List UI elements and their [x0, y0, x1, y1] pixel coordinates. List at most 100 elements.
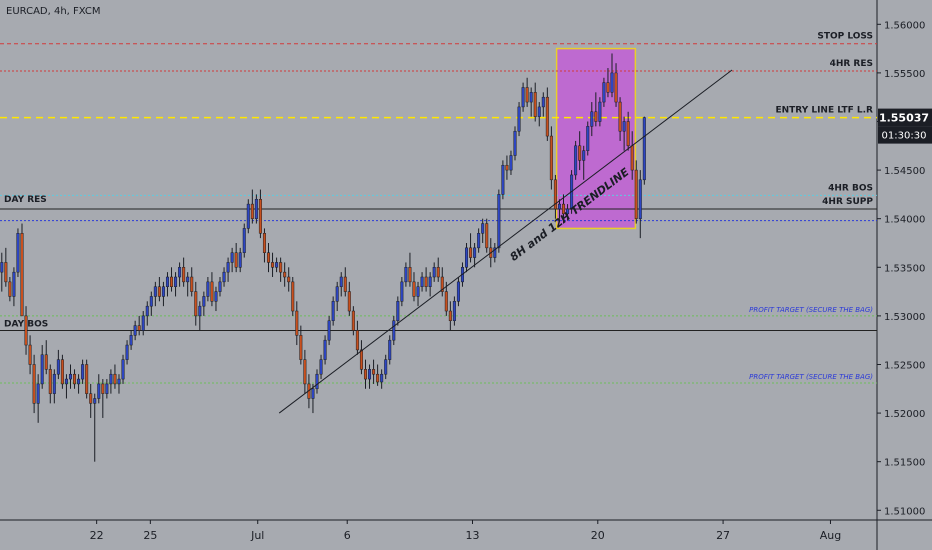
candle-body	[594, 111, 598, 122]
candle-body	[331, 301, 335, 321]
y-tick-label: 1.53500	[884, 263, 925, 274]
y-tick-label: 1.51000	[884, 506, 925, 517]
candle-body	[299, 335, 303, 360]
candle-body	[529, 92, 533, 103]
level-label: 4HR SUPP	[822, 197, 873, 207]
candle-body	[198, 305, 202, 317]
candle-body	[12, 271, 16, 297]
x-tick-label: 6	[344, 529, 351, 542]
candle-body	[275, 262, 279, 268]
candle-body	[105, 383, 109, 394]
candle-body	[469, 247, 473, 258]
candle-body	[101, 383, 105, 394]
candle-body	[174, 276, 178, 287]
candle-body	[214, 291, 218, 302]
candle-body	[311, 388, 315, 399]
symbol-title: EURCAD, 4h, FXCM	[6, 6, 101, 17]
candle-body	[258, 199, 262, 234]
candle-body	[638, 179, 642, 219]
candle-body	[113, 373, 117, 385]
trendline[interactable]	[278, 69, 733, 414]
candle-body	[238, 252, 242, 268]
candle-body	[420, 276, 424, 287]
candle-body	[363, 369, 367, 380]
candle-body	[327, 320, 331, 341]
profit-target-label: PROFIT TARGET (SECURE THE BAG)	[749, 306, 873, 314]
candle-body	[368, 369, 372, 380]
current-price-label: 1.55037	[879, 112, 929, 125]
candle-body	[444, 291, 448, 312]
candle-body	[165, 276, 169, 287]
candle-body	[380, 373, 384, 383]
candle-body	[400, 281, 404, 302]
candle-body	[590, 111, 594, 127]
candle-body	[477, 233, 481, 249]
candle-body	[287, 276, 291, 283]
candle-body	[452, 301, 456, 321]
candle-body	[32, 364, 36, 404]
candle-body	[384, 359, 388, 375]
current-price-badge	[878, 108, 932, 127]
candle-body	[424, 276, 428, 287]
candle-body	[28, 344, 32, 365]
candle-body	[137, 325, 141, 331]
level-label: 4HR RES	[830, 59, 873, 69]
y-tick-label: 1.54000	[884, 215, 925, 226]
candle-body	[549, 135, 553, 181]
candle-body	[226, 262, 230, 273]
candle-body	[291, 281, 295, 312]
candle-body	[133, 325, 137, 336]
candle-body	[230, 252, 234, 263]
candle-body	[541, 96, 545, 108]
candle-body	[388, 339, 392, 360]
candle-body	[93, 398, 97, 404]
candle-body	[81, 364, 85, 380]
candle-body	[303, 359, 307, 385]
candle-body	[465, 247, 469, 268]
candle-body	[606, 82, 610, 93]
candle-body	[129, 335, 133, 346]
candle-body	[618, 101, 622, 132]
candle-body	[56, 359, 60, 375]
candle-body	[582, 150, 586, 161]
candle-body	[89, 393, 93, 404]
candle-body	[566, 208, 570, 215]
candle-body	[396, 301, 400, 321]
candle-body	[36, 383, 40, 404]
candle-body	[525, 87, 529, 103]
candle-body	[161, 286, 165, 297]
candle-body	[553, 179, 557, 210]
candle-body	[44, 354, 48, 370]
candle-body	[319, 359, 323, 375]
candle-body	[533, 92, 537, 117]
candle-body	[267, 252, 271, 263]
candle-body	[170, 276, 174, 287]
level-label: STOP LOSS	[817, 32, 873, 42]
x-tick-label: Jul	[250, 529, 264, 542]
candle-body	[141, 315, 145, 331]
candle-body	[121, 359, 125, 380]
candle-body	[97, 383, 101, 399]
y-tick-label: 1.54500	[884, 166, 925, 177]
candle-body	[642, 117, 646, 181]
candle-body	[412, 281, 416, 297]
candle-body	[630, 145, 634, 171]
candle-body	[501, 164, 505, 195]
candle-body	[456, 281, 460, 302]
candle-body	[634, 169, 638, 219]
candle-body	[190, 276, 194, 292]
candle-body	[509, 155, 513, 171]
y-tick-label: 1.52500	[884, 360, 925, 371]
y-tick-label: 1.55500	[884, 69, 925, 80]
candle-body	[182, 267, 186, 283]
candle-body	[343, 276, 347, 292]
candle-body	[242, 228, 246, 253]
candle-body	[262, 233, 266, 253]
candle-body	[279, 262, 283, 273]
candle-body	[392, 320, 396, 341]
candle-body	[178, 267, 182, 278]
y-tick-label: 1.52000	[884, 409, 925, 420]
candle-body	[359, 349, 363, 370]
